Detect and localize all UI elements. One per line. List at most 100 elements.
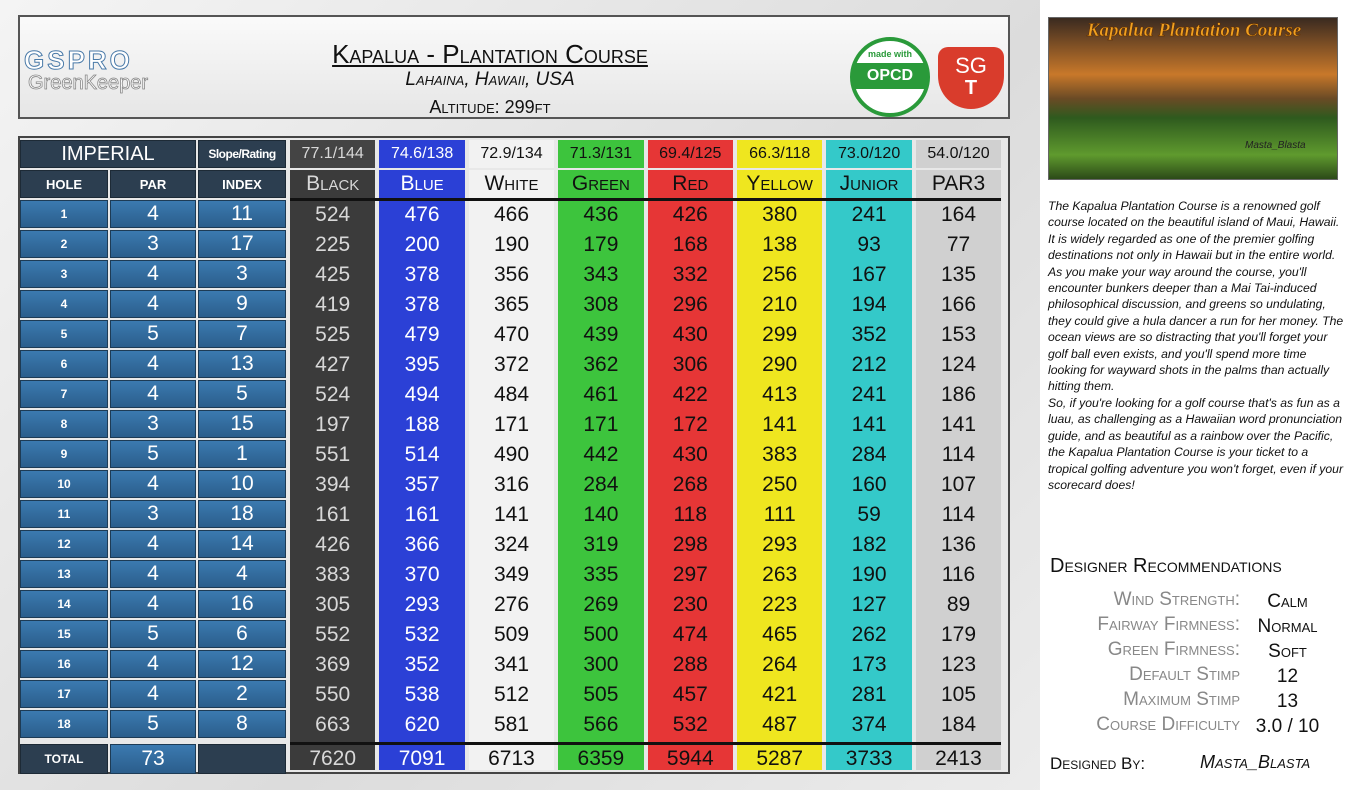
recommendation-label: Default Stimp [1129,664,1240,685]
yardage: 352 [404,653,440,676]
yardage: 306 [672,353,708,376]
opcd-badge: made with OPCD [850,37,930,117]
yardage: 524 [315,383,351,406]
hole-index: 3 [198,260,286,288]
tee-column [379,170,465,770]
hole-hole: 10 [20,470,108,498]
yardage: 532 [404,623,440,646]
yardage: 421 [762,683,798,706]
hole-par: 4 [110,650,196,678]
yardage: 366 [404,533,440,556]
hole-hole: 4 [20,290,108,318]
description: The Kapalua Plantation Course is a renow… [1048,198,1348,493]
hole-par: 3 [110,500,196,528]
yardage: 124 [940,353,977,376]
brand-sub: GreenKeeper [28,72,149,95]
yardage: 168 [672,233,708,256]
altitude: Altitude: 299ft [429,97,551,117]
hole-hole: 8 [20,410,108,438]
sgt-logo: SG T [938,47,1004,109]
recommendation-value: Calm [1267,591,1308,612]
yardage: 487 [762,713,798,736]
yardage: 296 [672,293,708,316]
brand: GSPRO [24,45,133,76]
total-yardage: 2413 [935,747,982,770]
image-credit: Masta_Blasta [1245,140,1306,151]
tee-rating: 54.0/120 [915,140,1002,168]
yardage: 356 [493,263,530,286]
yardage: 284 [583,473,619,496]
yardage: 118 [673,503,708,526]
yardage: 264 [762,653,798,676]
yardage: 413 [762,383,798,406]
yardage: 663 [315,713,351,736]
yardage: 378 [404,263,440,286]
yardage: 299 [762,323,798,346]
yardage: 466 [493,203,530,226]
course-title: Kapalua - Plantation Course [332,39,648,69]
tee-rating: 69.4/125 [647,140,733,168]
tee-rating: 66.3/118 [737,140,823,168]
yardage: 484 [493,383,530,406]
yardage: 166 [940,293,977,316]
hole-par: 4 [110,350,196,378]
yardage: 111 [763,503,796,526]
column-header: INDEX [198,170,286,198]
yardage: 525 [315,323,351,346]
hole-hole: 5 [20,320,108,348]
total-label: TOTAL [20,744,108,774]
yardage: 188 [404,413,440,436]
yardage: 116 [941,563,976,586]
yardage: 123 [940,653,977,676]
yardage: 372 [493,353,530,376]
hole-index: 11 [198,200,286,228]
hole-index: 10 [198,470,286,498]
tee-rating: 71.3/131 [558,140,644,168]
tee-name: Junior [839,172,899,195]
unit-label: IMPERIAL [20,140,196,168]
yardage: 514 [404,443,440,466]
hole-par: 4 [110,680,196,708]
yardage: 141 [762,413,798,436]
tee-name: Blue [400,172,444,195]
yardage: 161 [404,503,440,526]
hole-par: 3 [110,410,196,438]
yardage: 474 [672,623,708,646]
yardage: 332 [672,263,708,286]
yardage: 365 [493,293,530,316]
hole-hole: 13 [20,560,108,588]
recommendation-label: Course Difficulty [1096,714,1240,735]
yardage: 290 [762,353,798,376]
yardage: 430 [672,443,708,466]
yardage: 370 [404,563,440,586]
yardage: 374 [851,713,887,736]
yardage: 300 [583,653,619,676]
total-index [198,744,286,774]
divider-top [290,198,1002,201]
yardage: 241 [851,383,887,406]
header: GSPRO GreenKeeper Kapalua - Plantation C… [18,15,1010,119]
badge-main: OPCD [854,63,926,89]
yardage: 59 [857,503,881,526]
yardage: 256 [762,263,798,286]
hole-hole: 12 [20,530,108,558]
yardage: 179 [940,623,977,646]
total-par: 73 [110,744,196,774]
yardage: 357 [404,473,440,496]
column-header: PAR [110,170,196,198]
hole-index: 1 [198,440,286,468]
recommendation-value: 12 [1276,666,1299,687]
yardage: 532 [672,713,708,736]
yardage: 394 [315,473,351,496]
hole-par: 5 [110,710,196,738]
yardage: 352 [851,323,887,346]
yardage: 171 [493,413,530,436]
tee-column [737,170,823,770]
yardage: 190 [851,563,887,586]
yardage: 141 [940,413,977,436]
yardage: 349 [493,563,530,586]
yardage: 426 [672,203,708,226]
yardage: 141 [493,503,530,526]
total-yardage: 6359 [577,747,625,770]
yardage: 171 [583,413,619,436]
